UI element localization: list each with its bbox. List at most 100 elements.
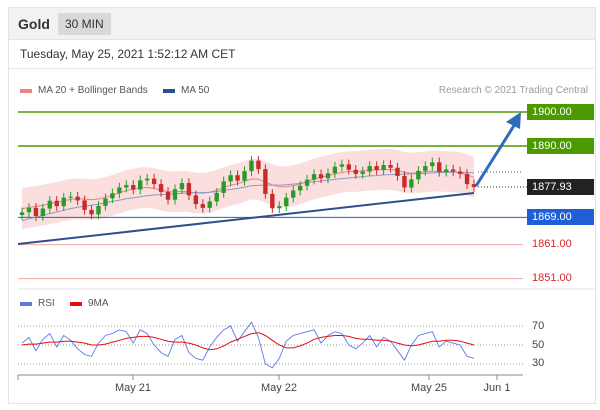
candle-body (311, 174, 317, 180)
candle-body (263, 169, 268, 194)
candle-body (402, 175, 407, 188)
legend-item-rsi: RSI (20, 298, 55, 309)
chart-card (8, 40, 596, 404)
legend-swatch-9ma (70, 301, 82, 306)
candle-body (207, 201, 212, 208)
candle-body (409, 179, 414, 188)
level-label-1851: 1851.00 (532, 272, 572, 284)
forecast-arrow-head (506, 112, 521, 129)
candle-body (450, 169, 456, 172)
candle-body (221, 181, 226, 193)
candle-body (103, 198, 108, 206)
candle-body (186, 183, 192, 196)
rsi-tick-30: 30 (532, 357, 545, 369)
candle-body (304, 179, 310, 186)
level-label-current: 1877.93 (527, 179, 594, 195)
candle-body (117, 187, 122, 194)
x-tick-jun1: Jun 1 (483, 382, 511, 394)
candle-body (131, 185, 136, 190)
candle-body (96, 205, 101, 215)
legend-swatch-ma20 (20, 88, 32, 93)
candle-body (68, 196, 73, 198)
x-tick-may25: May 25 (410, 382, 448, 394)
candle-body (284, 197, 289, 207)
rsi-tick-50: 50 (532, 339, 545, 351)
level-label-1861: 1861.00 (532, 238, 572, 250)
candle-body (339, 164, 345, 167)
x-tick-may22: May 22 (260, 382, 298, 394)
legend-label-9ma: 9MA (88, 298, 109, 309)
divider (9, 68, 595, 69)
candle-body (193, 195, 199, 205)
candle-body (374, 166, 379, 171)
candle-body (26, 207, 32, 213)
instrument-name: Gold (18, 16, 50, 32)
candle-body (416, 170, 421, 180)
candle-body (423, 166, 428, 171)
candle-body (381, 165, 386, 171)
legend-label-rsi: RSI (38, 298, 55, 309)
level-label-1869: 1869.00 (527, 209, 594, 225)
candle-body (325, 173, 331, 179)
candle-body (75, 196, 80, 201)
candle-body (165, 191, 171, 200)
candle-body (54, 200, 59, 207)
forecast-arrow-shaft (474, 123, 517, 187)
candle-body (430, 162, 435, 167)
candle-body (464, 173, 470, 185)
legend-item-9ma: 9MA (70, 298, 109, 309)
candle-body (61, 197, 66, 207)
candle-body (89, 209, 94, 215)
level-label-1890: 1890.00 (527, 138, 594, 154)
chart-header: Gold 30 MIN (8, 7, 596, 40)
candle-body (277, 206, 282, 209)
candle-body (256, 160, 261, 170)
legend-item-ma20: MA 20 + Bollinger Bands (20, 85, 148, 96)
rsi-9ma-line (21, 332, 475, 351)
candle-body (353, 169, 358, 174)
candle-body (214, 192, 219, 202)
candle-body (40, 208, 46, 217)
legend-label-ma20: MA 20 + Bollinger Bands (38, 85, 148, 96)
candle-body (443, 169, 449, 172)
timeframe-button[interactable]: 30 MIN (58, 13, 111, 35)
candle-body (270, 193, 275, 209)
candle-body (388, 165, 393, 168)
candle-body (19, 212, 25, 216)
level-label-1900: 1900.00 (527, 104, 594, 120)
candle-body (297, 185, 303, 191)
candle-body (172, 189, 178, 200)
candle-body (367, 166, 372, 172)
legend-swatch-rsi (20, 301, 32, 306)
trend-line (17, 192, 475, 245)
candle-body (437, 162, 442, 172)
candle-body (110, 193, 115, 199)
bollinger-band (22, 149, 474, 230)
candle-body (158, 184, 164, 192)
legend-swatch-ma50 (163, 88, 175, 93)
candle-body (124, 185, 129, 188)
copyright-text: Research © 2021 Trading Central (438, 85, 588, 96)
rsi-tick-70: 70 (532, 320, 545, 332)
candle-body (82, 200, 87, 210)
legend-item-ma50: MA 50 (163, 85, 209, 96)
x-tick-may21: May 21 (114, 382, 152, 394)
candle-body (249, 160, 254, 172)
candle-body (151, 178, 157, 185)
candle-body (228, 175, 233, 182)
legend-label-ma50: MA 50 (181, 85, 210, 96)
candle-body (346, 164, 352, 170)
candle-body (242, 171, 247, 181)
candle-body (138, 180, 143, 190)
candle-body (33, 207, 39, 217)
candle-body (471, 184, 477, 188)
candle-body (200, 204, 205, 208)
candle-body (47, 200, 53, 209)
candle-body (395, 167, 400, 176)
candle-body (457, 171, 463, 174)
candle-body (144, 178, 150, 181)
candle-body (360, 171, 365, 174)
candle-body (291, 190, 296, 198)
